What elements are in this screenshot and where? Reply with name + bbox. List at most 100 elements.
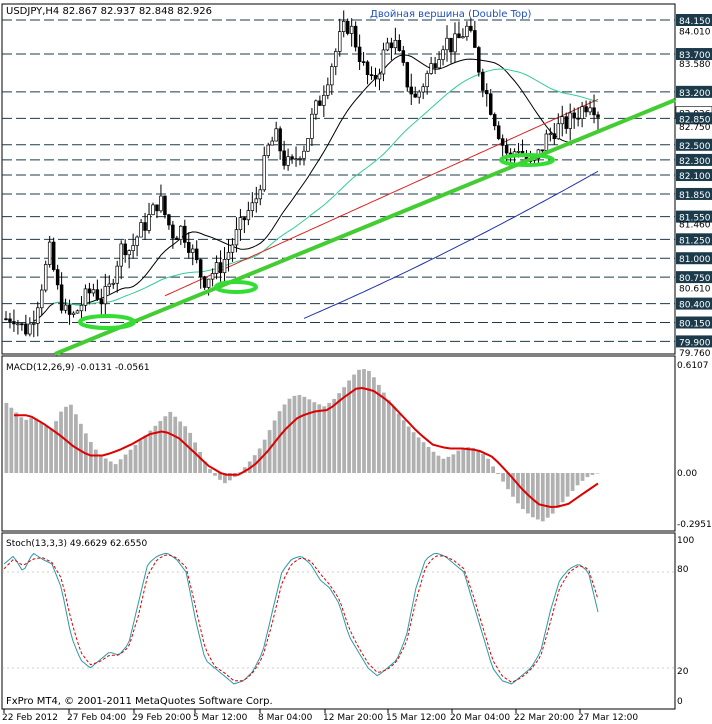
candle-body bbox=[167, 214, 171, 226]
macd-bar bbox=[391, 406, 396, 473]
macd-bar bbox=[74, 414, 78, 473]
macd-bar bbox=[44, 425, 48, 473]
macd-bar bbox=[19, 417, 24, 473]
macd-bar bbox=[401, 420, 406, 473]
candle-body bbox=[282, 150, 286, 166]
macd-bar bbox=[580, 473, 585, 481]
candle-body bbox=[242, 217, 247, 221]
time-label: 29 Feb 20:00 bbox=[132, 713, 191, 723]
macd-bar bbox=[327, 402, 332, 473]
candle-body bbox=[155, 204, 159, 212]
macd-bar bbox=[34, 418, 39, 473]
macd-bar bbox=[262, 439, 267, 473]
candle-body bbox=[39, 289, 44, 309]
macd-bar bbox=[555, 473, 560, 508]
macd-bar bbox=[416, 437, 421, 473]
candle-body bbox=[481, 71, 485, 91]
chart-title: USDJPY,H4 82.867 82.937 82.848 82.926 bbox=[6, 6, 212, 17]
price-label: 80.750 bbox=[679, 274, 711, 284]
macd-bar bbox=[560, 473, 565, 503]
price-label-box bbox=[676, 271, 712, 284]
candle-body bbox=[187, 242, 191, 253]
candle-body bbox=[290, 156, 294, 160]
macd-bar bbox=[421, 442, 426, 473]
macd-bar bbox=[347, 380, 351, 473]
candle-body bbox=[413, 93, 417, 98]
candle-body bbox=[556, 123, 561, 140]
macd-bar bbox=[39, 422, 44, 473]
candle-body bbox=[238, 217, 243, 230]
candle-body bbox=[36, 307, 40, 324]
macd-bar bbox=[595, 473, 600, 474]
macd-bar bbox=[357, 369, 361, 473]
macd-bar bbox=[570, 473, 575, 491]
candle-body bbox=[326, 84, 330, 96]
price-label: 83.580 bbox=[679, 60, 711, 70]
macd-level-bottom: -0.2951 bbox=[677, 520, 712, 530]
candle-body bbox=[485, 90, 489, 95]
macd-level-top: 0.6107 bbox=[677, 361, 709, 371]
price-label-box bbox=[676, 112, 712, 125]
candle-body bbox=[63, 304, 68, 311]
price-label: 79.900 bbox=[679, 338, 711, 348]
candle-body bbox=[385, 42, 390, 51]
green-trendline bbox=[54, 98, 676, 356]
candle-body bbox=[214, 262, 219, 274]
macd-bar bbox=[431, 451, 436, 473]
candle-body bbox=[262, 155, 267, 191]
macd-bar bbox=[108, 461, 113, 473]
candle-body bbox=[461, 36, 465, 39]
candle-body bbox=[151, 204, 155, 216]
macd-bar bbox=[213, 473, 217, 476]
candle-body bbox=[453, 33, 457, 53]
macd-bar bbox=[471, 447, 476, 473]
candle-body bbox=[465, 25, 469, 37]
candle-body bbox=[584, 106, 588, 113]
macd-bar bbox=[367, 370, 371, 473]
macd-bar bbox=[163, 416, 168, 473]
stoch-level-100: 100 bbox=[677, 536, 694, 546]
time-label: 27 Mar 12:00 bbox=[578, 713, 638, 723]
candle-body bbox=[369, 74, 374, 76]
time-label: 12 Mar 20:00 bbox=[323, 713, 383, 723]
price-label: 84.150 bbox=[679, 17, 711, 27]
stoch-signal-line bbox=[3, 554, 599, 683]
macd-bar bbox=[158, 421, 163, 473]
candle-body bbox=[163, 195, 167, 216]
macd-bar bbox=[590, 473, 595, 475]
macd-bar bbox=[128, 449, 133, 473]
macd-bar bbox=[223, 473, 227, 484]
moving-averages bbox=[33, 54, 599, 322]
candle-body bbox=[258, 189, 263, 200]
candle-body bbox=[298, 158, 302, 160]
candle-body bbox=[87, 288, 92, 294]
candle-body bbox=[576, 117, 580, 120]
candle-body bbox=[99, 298, 104, 305]
time-label: 20 Mar 04:00 bbox=[450, 713, 510, 723]
macd-bar bbox=[69, 404, 73, 473]
stoch-plot bbox=[2, 552, 675, 685]
macd-bar bbox=[59, 411, 63, 473]
candle-body bbox=[95, 289, 100, 300]
candle-body bbox=[266, 144, 270, 156]
price-label: 82.300 bbox=[679, 157, 711, 167]
support-ellipse-3 bbox=[499, 153, 555, 167]
macd-bar bbox=[456, 450, 461, 473]
macd-bar bbox=[292, 395, 297, 473]
candle-body bbox=[51, 241, 56, 270]
ma-aqua-line bbox=[53, 68, 599, 306]
candle-body bbox=[449, 37, 453, 53]
macd-bar bbox=[317, 404, 322, 473]
candle-body bbox=[210, 273, 215, 280]
macd-bar bbox=[88, 441, 93, 473]
price-label-box bbox=[676, 187, 712, 200]
price-label: 81.000 bbox=[679, 255, 711, 265]
macd-bar bbox=[173, 416, 178, 473]
price-panel-frame bbox=[1, 3, 676, 355]
candle-body bbox=[131, 245, 135, 252]
macd-plot bbox=[4, 369, 600, 522]
macd-bar bbox=[218, 473, 222, 480]
candle-body bbox=[274, 128, 278, 142]
candle-body bbox=[75, 310, 80, 314]
